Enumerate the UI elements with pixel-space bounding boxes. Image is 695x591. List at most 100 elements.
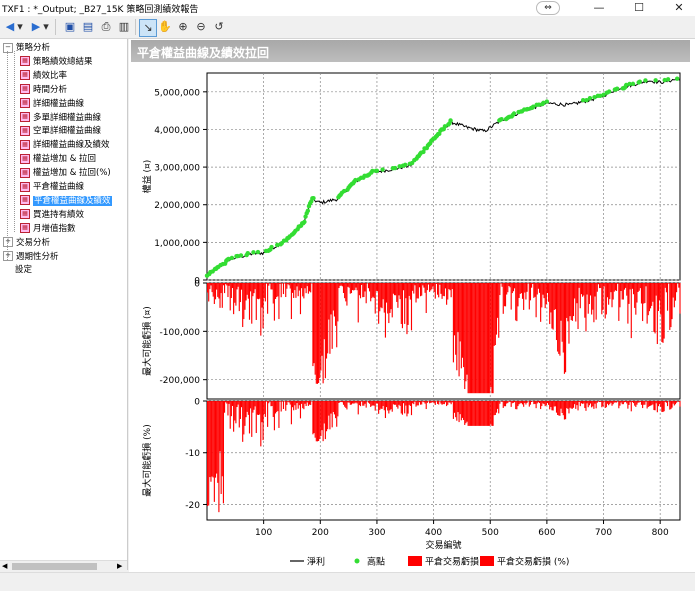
drawdown-amount-bar[interactable] bbox=[250, 283, 251, 291]
drawdown-amount-bar[interactable] bbox=[298, 283, 299, 296]
drawdown-percent-bar[interactable] bbox=[559, 401, 560, 416]
drawdown-amount-bar[interactable] bbox=[635, 283, 636, 315]
drawdown-amount-bar[interactable] bbox=[553, 283, 554, 330]
drawdown-amount-bar[interactable] bbox=[582, 283, 583, 297]
drawdown-percent-bar[interactable] bbox=[607, 401, 608, 404]
equity-high-point[interactable] bbox=[230, 256, 234, 260]
drawdown-percent-bar[interactable] bbox=[278, 401, 279, 428]
drawdown-percent-bar[interactable] bbox=[502, 401, 503, 402]
drawdown-percent-bar[interactable] bbox=[486, 401, 487, 426]
drawdown-percent-bar[interactable] bbox=[632, 401, 633, 402]
drawdown-percent-bar[interactable] bbox=[293, 401, 294, 410]
drawdown-amount-bar[interactable] bbox=[233, 283, 234, 314]
drawdown-amount-bar[interactable] bbox=[591, 283, 592, 315]
drawdown-amount-bar[interactable] bbox=[538, 283, 539, 289]
drawdown-percent-bar[interactable] bbox=[610, 401, 611, 403]
drawdown-percent-bar[interactable] bbox=[658, 401, 659, 406]
equity-high-point[interactable] bbox=[615, 86, 619, 90]
drawdown-amount-bar[interactable] bbox=[647, 283, 648, 324]
drawdown-amount-bar[interactable] bbox=[476, 283, 477, 393]
drawdown-amount-bar[interactable] bbox=[601, 283, 602, 314]
equity-high-point[interactable] bbox=[269, 245, 273, 249]
drawdown-amount-bar[interactable] bbox=[375, 283, 376, 314]
drawdown-percent-bar[interactable] bbox=[636, 401, 637, 405]
drawdown-amount-bar[interactable] bbox=[412, 283, 413, 291]
drawdown-percent-bar[interactable] bbox=[212, 401, 213, 477]
drawdown-amount-bar[interactable] bbox=[272, 283, 273, 290]
drawdown-amount-bar[interactable] bbox=[592, 283, 593, 310]
drawdown-percent-bar[interactable] bbox=[609, 401, 610, 404]
drawdown-percent-bar[interactable] bbox=[616, 401, 617, 403]
drawdown-amount-bar[interactable] bbox=[395, 283, 396, 295]
drawdown-amount-bar[interactable] bbox=[371, 283, 372, 298]
forward-dropdown-icon[interactable]: ▾ bbox=[42, 19, 50, 35]
drawdown-amount-bar[interactable] bbox=[292, 283, 293, 293]
drawdown-amount-bar[interactable] bbox=[678, 283, 679, 288]
drawdown-percent-bar[interactable] bbox=[315, 401, 316, 438]
drawdown-amount-bar[interactable] bbox=[542, 283, 543, 295]
drawdown-amount-bar[interactable] bbox=[531, 283, 532, 288]
drawdown-percent-bar[interactable] bbox=[573, 401, 574, 408]
drawdown-percent-bar[interactable] bbox=[657, 401, 658, 412]
drawdown-percent-bar[interactable] bbox=[226, 401, 227, 404]
drawdown-amount-bar[interactable] bbox=[392, 283, 393, 317]
scroll-left-icon[interactable]: ◀ bbox=[2, 562, 7, 570]
drawdown-percent-bar[interactable] bbox=[353, 401, 354, 404]
drawdown-percent-bar[interactable] bbox=[508, 401, 509, 402]
drawdown-percent-bar[interactable] bbox=[661, 401, 662, 412]
drawdown-amount-bar[interactable] bbox=[246, 283, 247, 300]
drawdown-amount-bar[interactable] bbox=[432, 283, 433, 287]
drawdown-percent-bar[interactable] bbox=[666, 401, 667, 403]
drawdown-percent-bar[interactable] bbox=[582, 401, 583, 404]
drawdown-percent-bar[interactable] bbox=[627, 401, 628, 409]
drawdown-percent-bar[interactable] bbox=[670, 401, 671, 409]
drawdown-percent-bar[interactable] bbox=[594, 401, 595, 404]
equity-high-point[interactable] bbox=[638, 80, 642, 84]
drawdown-amount-bar[interactable] bbox=[613, 283, 614, 300]
drawdown-amount-bar[interactable] bbox=[598, 283, 599, 284]
drawdown-amount-bar[interactable] bbox=[238, 283, 239, 287]
drawdown-percent-bar[interactable] bbox=[555, 401, 556, 406]
drawdown-amount-bar[interactable] bbox=[449, 283, 450, 290]
drawdown-percent-bar[interactable] bbox=[405, 401, 406, 406]
drawdown-percent-bar[interactable] bbox=[421, 401, 422, 404]
drawdown-percent-bar[interactable] bbox=[298, 401, 299, 409]
drawdown-percent-bar[interactable] bbox=[664, 401, 665, 411]
drawdown-percent-bar[interactable] bbox=[223, 401, 224, 503]
back-dropdown-icon[interactable]: ▾ bbox=[16, 19, 24, 35]
drawdown-amount-bar[interactable] bbox=[437, 283, 438, 295]
drawdown-amount-bar[interactable] bbox=[486, 283, 487, 393]
drawdown-amount-bar[interactable] bbox=[455, 283, 456, 355]
drawdown-amount-bar[interactable] bbox=[471, 283, 472, 393]
drawdown-percent-bar[interactable] bbox=[536, 401, 537, 408]
equity-high-point[interactable] bbox=[643, 78, 647, 82]
drawdown-amount-bar[interactable] bbox=[422, 283, 423, 285]
drawdown-percent-bar[interactable] bbox=[611, 401, 612, 406]
drawdown-amount-bar[interactable] bbox=[614, 283, 615, 292]
drawdown-amount-bar[interactable] bbox=[332, 283, 333, 349]
drawdown-amount-bar[interactable] bbox=[431, 283, 432, 289]
drawdown-amount-bar[interactable] bbox=[482, 283, 483, 393]
drawdown-percent-bar[interactable] bbox=[352, 401, 353, 403]
drawdown-percent-bar[interactable] bbox=[386, 401, 387, 407]
drawdown-percent-bar[interactable] bbox=[340, 401, 341, 402]
drawdown-amount-bar[interactable] bbox=[309, 283, 310, 291]
drawdown-percent-bar[interactable] bbox=[276, 401, 277, 412]
drawdown-percent-bar[interactable] bbox=[560, 401, 561, 409]
drawdown-amount-bar[interactable] bbox=[249, 283, 250, 320]
drawdown-amount-bar[interactable] bbox=[622, 283, 623, 300]
drawdown-amount-bar[interactable] bbox=[299, 283, 300, 291]
drawdown-amount-bar[interactable] bbox=[345, 283, 346, 301]
drawdown-amount-bar[interactable] bbox=[386, 283, 387, 303]
drawdown-amount-bar[interactable] bbox=[666, 283, 667, 292]
drawdown-percent-bar[interactable] bbox=[313, 401, 314, 433]
drawdown-percent-bar[interactable] bbox=[306, 401, 307, 406]
drawdown-percent-bar[interactable] bbox=[326, 401, 327, 431]
drawdown-percent-bar[interactable] bbox=[461, 401, 462, 420]
drawdown-percent-bar[interactable] bbox=[675, 401, 676, 404]
drawdown-amount-bar[interactable] bbox=[381, 283, 382, 308]
drawdown-percent-bar[interactable] bbox=[470, 401, 471, 426]
drawdown-amount-bar[interactable] bbox=[464, 283, 465, 389]
drawdown-amount-bar[interactable] bbox=[631, 283, 632, 338]
tree-item[interactable]: ▦時間分析 bbox=[20, 84, 67, 97]
